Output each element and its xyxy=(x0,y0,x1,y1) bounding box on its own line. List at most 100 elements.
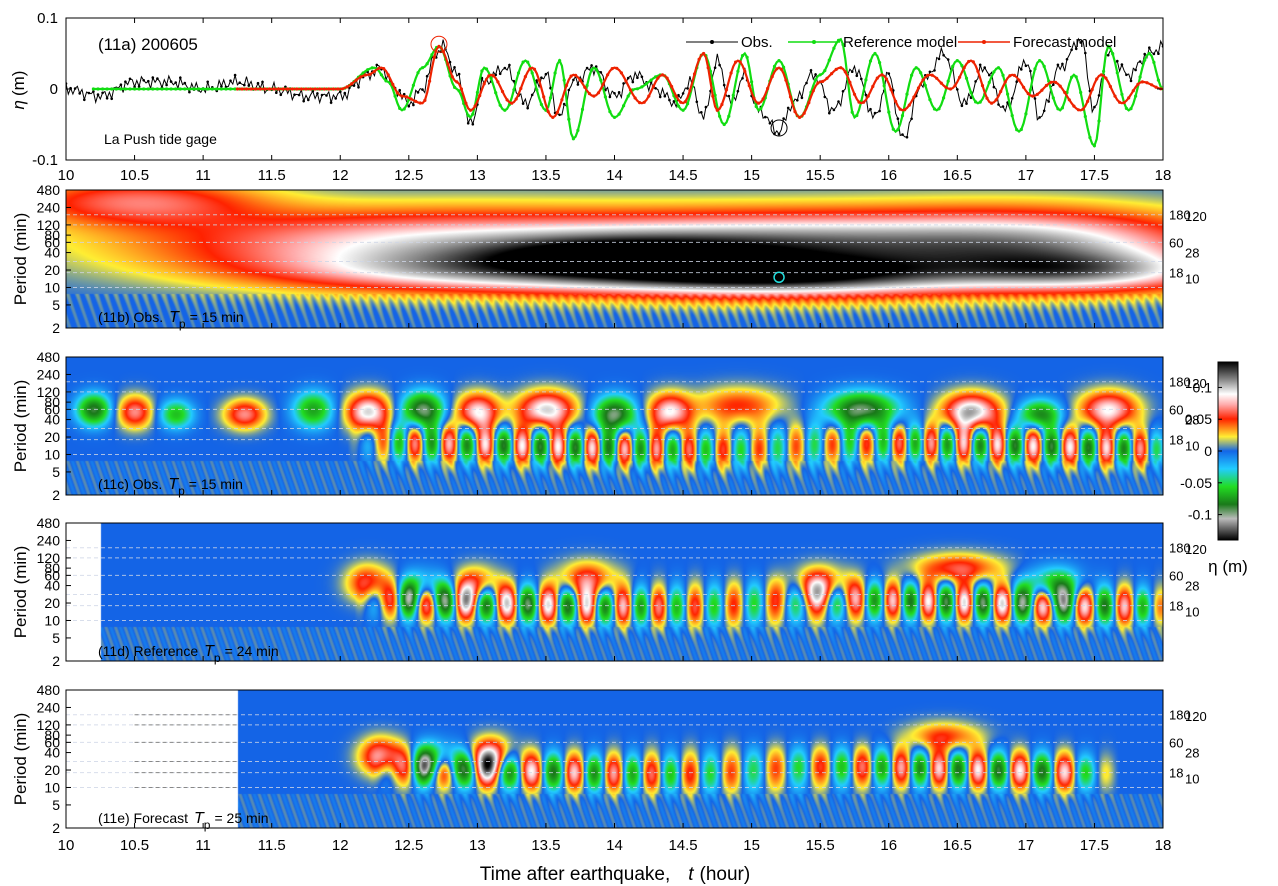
series-point-obs xyxy=(1061,62,1064,66)
series-point-obs xyxy=(636,76,639,80)
series-point-obs xyxy=(1125,73,1128,77)
series-point-forecast-model xyxy=(1104,76,1108,80)
panel-c-label: (11c) Obs. Tp = 15 min xyxy=(98,476,243,498)
series-point-obs xyxy=(1148,46,1151,49)
series-point-forecast-model xyxy=(807,101,811,105)
series-point-forecast-model xyxy=(395,91,399,95)
period-y-tick-label: 480 xyxy=(37,182,61,198)
period-y-tick-label: 120 xyxy=(37,550,61,566)
panel-a-x-tick-label: 15.5 xyxy=(806,167,835,184)
series-point-reference-model xyxy=(951,64,955,68)
series-point-reference-model xyxy=(608,110,612,114)
series-point-forecast-model xyxy=(1118,100,1122,104)
series-point-forecast-model xyxy=(642,100,646,104)
series-point-reference-model xyxy=(1156,78,1160,82)
series-point-reference-model xyxy=(142,87,146,91)
series-point-obs xyxy=(910,117,913,121)
series-point-forecast-model xyxy=(428,79,432,83)
series-point-reference-model xyxy=(1115,71,1119,75)
series-point-reference-model xyxy=(471,112,475,116)
colorbar: 0.1 0.05 0 -0.05 -0.1 η (m) xyxy=(1180,361,1248,576)
series-point-obs xyxy=(261,80,264,84)
period-y-tick-label: 2 xyxy=(52,320,60,336)
series-point-forecast-model xyxy=(839,66,843,70)
series-point-forecast-model xyxy=(848,80,852,84)
series-point-reference-model xyxy=(1124,106,1128,110)
series-point-forecast-model xyxy=(729,71,733,75)
series-point-forecast-model xyxy=(1140,80,1144,84)
series-point-forecast-model xyxy=(546,110,550,114)
x-axis-label-unit: (hour) xyxy=(700,864,751,885)
panel-a-x-tick-label: 12 xyxy=(332,167,349,184)
panel-a-x-tick-label: 10.5 xyxy=(120,167,149,184)
series-point-forecast-model xyxy=(244,87,249,91)
panel-a-title: (11a) 200605 xyxy=(98,35,198,54)
series-point-reference-model xyxy=(585,83,589,88)
series-point-reference-model xyxy=(146,87,150,91)
series-point-forecast-model xyxy=(528,67,532,71)
series-point-reference-model xyxy=(462,101,466,105)
series-point-reference-model xyxy=(914,66,918,70)
series-point-obs xyxy=(956,88,959,91)
period-y-tick-label: 20 xyxy=(44,595,60,611)
series-point-reference-model xyxy=(398,106,402,110)
series-point-forecast-model xyxy=(308,87,313,91)
series-point-forecast-model xyxy=(514,97,518,101)
series-point-forecast-model xyxy=(1145,81,1149,85)
series-point-obs xyxy=(73,87,77,90)
series-point-obs xyxy=(1134,68,1137,72)
panel-a-x-tick-label: 14 xyxy=(606,167,623,184)
series-point-reference-model xyxy=(494,91,498,95)
series-point-forecast-model xyxy=(532,67,537,71)
colorbar-tick-label: 0.05 xyxy=(1185,411,1212,427)
series-point-obs xyxy=(736,89,740,93)
series-point-reference-model xyxy=(366,68,370,72)
series-point-forecast-model xyxy=(962,66,966,70)
series-point-forecast-model xyxy=(688,89,692,93)
series-point-reference-model xyxy=(110,87,114,91)
series-point-forecast-model xyxy=(770,75,774,79)
series-point-forecast-model xyxy=(779,67,783,71)
series-point-obs xyxy=(1074,47,1078,51)
series-point-forecast-model xyxy=(313,87,317,91)
series-point-forecast-model xyxy=(944,85,948,89)
series-point-reference-model xyxy=(960,64,964,68)
series-point-obs xyxy=(988,73,991,77)
series-point-reference-model xyxy=(731,93,735,97)
series-point-reference-model xyxy=(411,83,415,87)
series-point-obs xyxy=(969,96,973,100)
series-point-forecast-model xyxy=(793,110,797,114)
series-point-reference-model xyxy=(910,73,914,77)
series-point-obs xyxy=(855,74,859,77)
series-point-obs xyxy=(1093,105,1096,109)
series-point-forecast-model xyxy=(473,104,477,108)
series-point-obs xyxy=(1056,63,1060,67)
series-point-forecast-model xyxy=(775,67,779,71)
series-point-reference-model xyxy=(228,87,233,91)
series-point-reference-model xyxy=(1129,107,1133,111)
series-point-forecast-model xyxy=(656,76,660,80)
series-point-forecast-model xyxy=(976,69,980,73)
series-point-forecast-model xyxy=(1131,89,1135,93)
series-point-obs xyxy=(1116,59,1119,63)
panel-e-label: (11e) Forecast Tp = 25 min xyxy=(98,810,269,832)
series-point-forecast-model xyxy=(414,99,418,103)
series-point-forecast-model xyxy=(1022,85,1026,89)
series-point-forecast-model xyxy=(788,95,793,99)
series-point-obs xyxy=(494,73,498,77)
series-point-obs xyxy=(256,81,260,85)
series-point-reference-model xyxy=(210,87,214,91)
legend-obs-label: Obs. xyxy=(741,34,773,51)
series-point-obs xyxy=(105,97,109,100)
series-point-obs xyxy=(416,91,420,94)
period-y-tick-label: 10 xyxy=(44,779,60,795)
series-point-reference-model xyxy=(453,85,457,89)
series-point-reference-model xyxy=(169,87,173,91)
panel-a-x-tick-label: 13.5 xyxy=(531,167,560,184)
series-point-forecast-model xyxy=(1031,94,1035,98)
series-point-reference-model xyxy=(379,73,383,77)
series-point-forecast-model xyxy=(638,101,642,105)
series-point-obs xyxy=(695,100,699,104)
series-point-reference-model xyxy=(416,71,420,75)
